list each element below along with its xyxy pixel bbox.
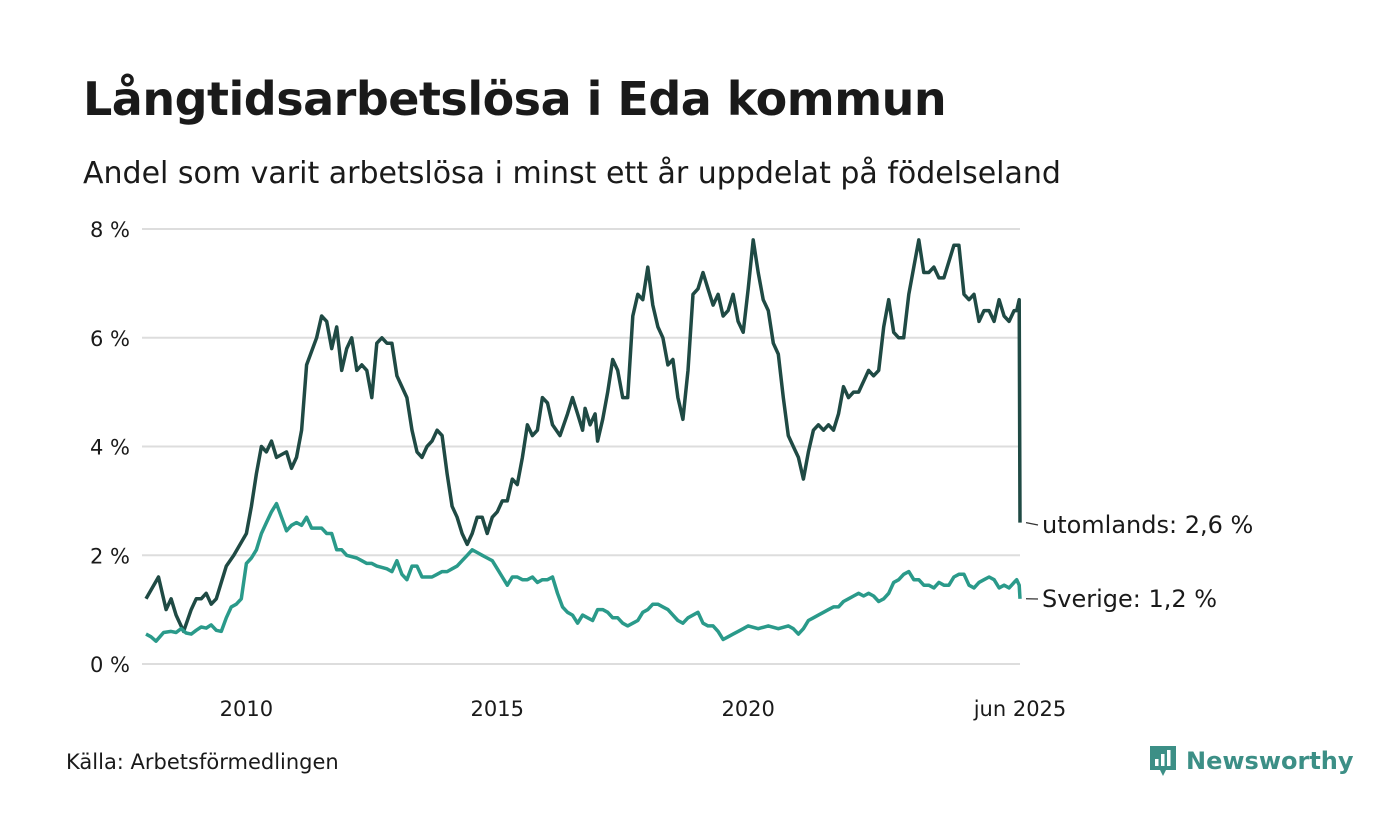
chart-title: Långtidsarbetslösa i Eda kommun — [83, 72, 947, 126]
x-tick-label: 2020 — [721, 697, 774, 721]
y-tick-label: 0 % — [90, 653, 130, 677]
x-tick-label: 2010 — [220, 697, 273, 721]
y-axis-ticks: 0 % 2 % 4 % 6 % 8 % — [90, 218, 130, 677]
brand-name: Newsworthy — [1186, 747, 1354, 775]
series-line-sverige — [145, 501, 1022, 643]
x-axis-ticks: 2010 2015 2020 jun 2025 — [220, 697, 1067, 721]
series-end-labels: utomlands: 2,6 % Sverige: 1,2 % — [1025, 511, 1253, 613]
y-tick-label: 4 % — [90, 436, 130, 460]
series-lines — [144, 238, 1022, 643]
end-label-connector — [1025, 522, 1039, 526]
chart-subtitle: Andel som varit arbetslösa i minst ett å… — [83, 156, 1061, 191]
source-note: Källa: Arbetsförmedlingen — [66, 750, 339, 774]
y-gridlines — [142, 228, 1020, 665]
y-tick-label: 8 % — [90, 218, 130, 242]
end-label-utomlands: utomlands: 2,6 % — [1042, 511, 1253, 539]
x-tick-label: jun 2025 — [973, 697, 1067, 721]
brand-logo: Newsworthy — [1148, 744, 1354, 778]
x-tick-label: 2015 — [471, 697, 524, 721]
series-line-utomlands — [144, 238, 1022, 634]
y-tick-label: 2 % — [90, 544, 130, 568]
y-tick-label: 6 % — [90, 327, 130, 351]
end-label-sverige: Sverige: 1,2 % — [1042, 585, 1217, 613]
bar-chart-speech-bubble-icon — [1150, 746, 1176, 776]
